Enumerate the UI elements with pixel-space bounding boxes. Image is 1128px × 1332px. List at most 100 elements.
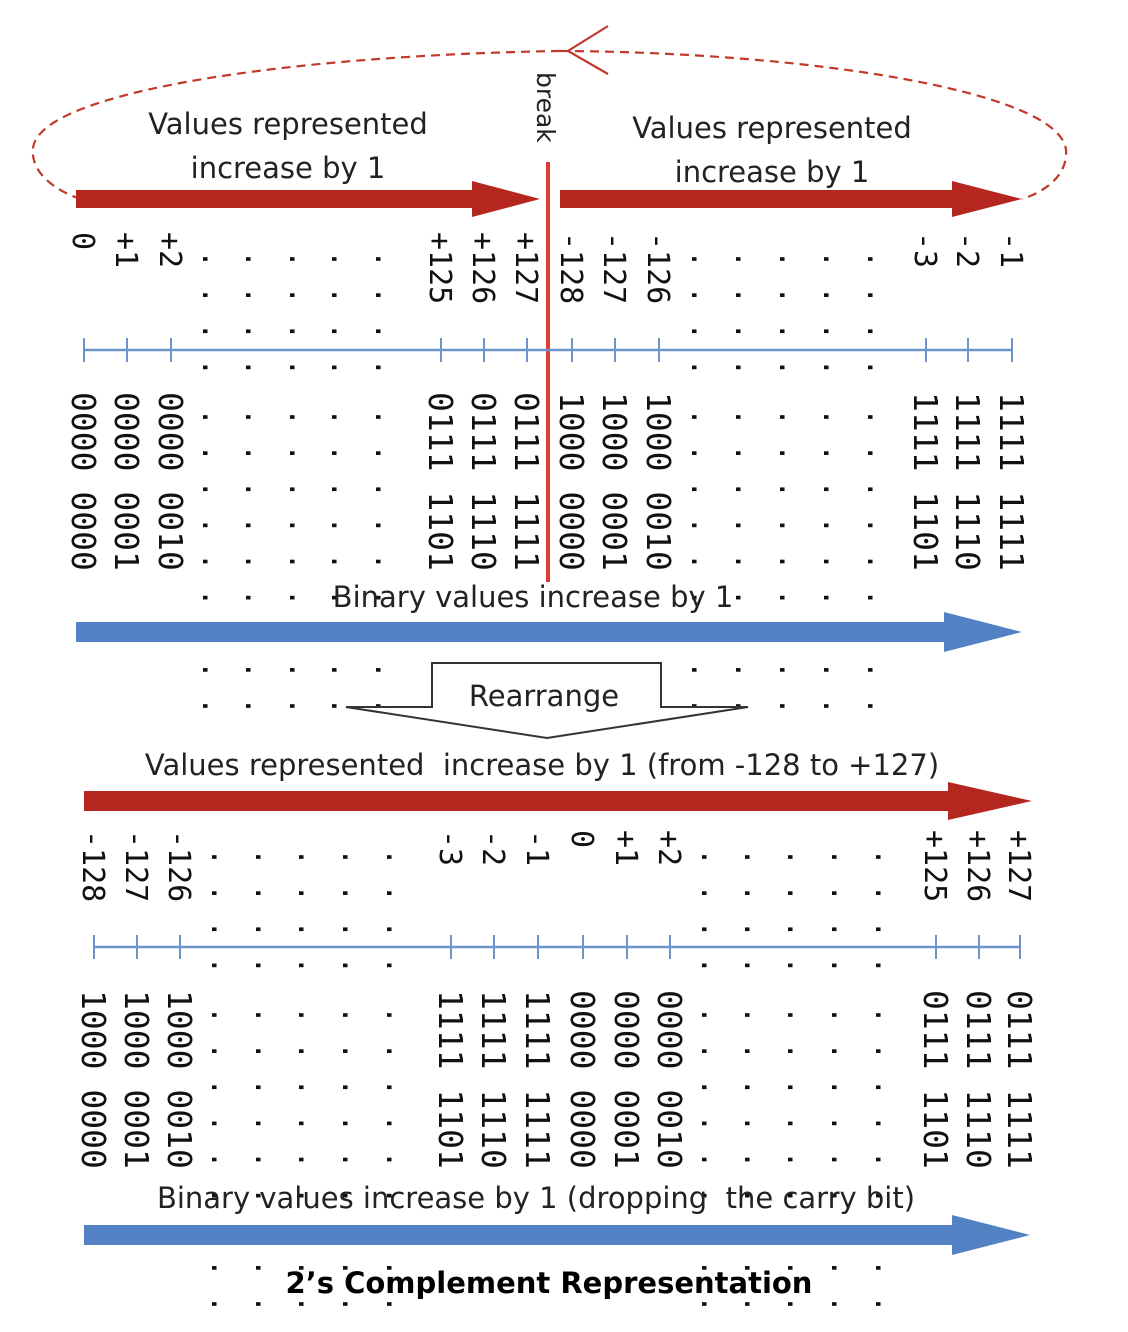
bottom-value-ellipsis: . . . . — [780, 848, 815, 974]
top-value-label: -128 — [553, 232, 588, 304]
top-value-label: -3 — [907, 232, 942, 268]
top-binary-caption: Binary values increase by 1 — [333, 580, 734, 614]
bottom-binary-ellipsis: . . . . . . . . . — [291, 1006, 326, 1313]
break-label: break — [531, 72, 560, 143]
bottom-value-label: -1 — [519, 830, 554, 866]
bottom-value-label: 0 — [564, 830, 599, 848]
bottom-binary-label: 1000 0010 — [160, 990, 199, 1169]
top-binary-label: 1000 0010 — [639, 392, 678, 571]
bottom-value-label: +2 — [651, 830, 686, 866]
top-left-caption-line2: increase by 1 — [191, 151, 386, 185]
top-binary-label: 1111 1111 — [992, 392, 1031, 571]
bottom-value-ellipsis: . . . . — [379, 848, 414, 974]
bottom-binary-label: 0000 0001 — [607, 990, 646, 1169]
top-ellipsis-columns: . . . .. . . . . . . . .. . . .. . . . .… — [195, 250, 895, 715]
top-right-caption-line2: increase by 1 — [675, 155, 870, 189]
bottom-value-label: +125 — [917, 830, 952, 902]
bottom-blue-arrow — [84, 1215, 1030, 1255]
top-value-ellipsis: . . . . — [282, 250, 317, 376]
bottom-value-ellipsis: . . . . — [824, 848, 859, 974]
top-value-ellipsis: . . . . — [728, 250, 763, 376]
bottom-value-label: +126 — [960, 830, 995, 902]
top-value-label: +126 — [465, 232, 500, 304]
top-blue-arrow — [76, 612, 1022, 652]
bottom-binary-ellipsis: . . . . . . . . . — [379, 1006, 414, 1313]
top-value-label: -126 — [640, 232, 675, 304]
bottom-value-ellipsis: . . . . — [868, 848, 903, 974]
top-binary-ellipsis: . . . . . . . . . — [684, 408, 719, 715]
top-value-ellipsis: . . . . — [368, 250, 403, 376]
top-binary-label: 0000 0010 — [151, 392, 190, 571]
bottom-binary-label: 0000 0000 — [563, 990, 602, 1169]
rearrange-label: Rearrange — [469, 679, 619, 713]
bottom-ellipsis-columns: . . . .. . . . . . . . .. . . .. . . . .… — [204, 848, 903, 1313]
bottom-red-arrow — [84, 782, 1032, 820]
top-binary-label: 0111 1101 — [421, 392, 460, 571]
top-value-ellipsis: . . . . — [772, 250, 807, 376]
bottom-value-ellipsis: . . . . — [737, 848, 772, 974]
top-binary-ellipsis: . . . . . . . . . — [816, 408, 851, 715]
top-value-ellipsis: . . . . — [816, 250, 851, 376]
top-left-caption-line1: Values represented — [148, 107, 428, 141]
top-value-ellipsis: . . . . — [860, 250, 895, 376]
bottom-value-ellipsis: . . . . — [335, 848, 370, 974]
top-binary-label: 0000 0001 — [107, 392, 146, 571]
top-value-ellipsis: . . . . — [324, 250, 359, 376]
bottom-binary-ellipsis: . . . . . . . . . — [694, 1006, 729, 1313]
top-value-label: +2 — [152, 232, 187, 268]
bottom-value-label: -127 — [118, 830, 153, 902]
top-binary-ellipsis: . . . . . . . . . — [772, 408, 807, 715]
bottom-value-ellipsis: . . . . — [248, 848, 283, 974]
top-binary-label: 1000 0001 — [595, 392, 634, 571]
bottom-binary-ellipsis: . . . . . . . . . — [737, 1006, 772, 1313]
top-value-label: -1 — [993, 232, 1028, 268]
bottom-axis-ticks: -128 1000 0000 -127 1000 0001 -126 1000 0010 -… — [74, 830, 1039, 1169]
bottom-value-label: +1 — [608, 830, 643, 866]
bottom-values-caption: Values represented increase by 1 (from -… — [145, 748, 939, 782]
bottom-value-label: -128 — [75, 830, 110, 902]
top-binary-ellipsis: . . . . . . . . . — [282, 408, 317, 715]
top-value-label: 0 — [65, 232, 100, 250]
top-binary-ellipsis: . . . . . . . . . — [195, 408, 230, 715]
bottom-value-label: -2 — [475, 830, 510, 866]
top-value-label: +1 — [108, 232, 143, 268]
top-binary-label: 0111 1111 — [507, 392, 546, 571]
bottom-value-ellipsis: . . . . — [291, 848, 326, 974]
bottom-value-label: +127 — [1001, 830, 1036, 902]
bottom-binary-label: 1000 0001 — [117, 990, 156, 1169]
top-binary-label: 1111 1110 — [948, 392, 987, 571]
top-binary-label: 1000 0000 — [552, 392, 591, 571]
bottom-binary-label: 0111 1101 — [916, 990, 955, 1169]
bottom-binary-ellipsis: . . . . . . . . . — [248, 1006, 283, 1313]
diagram-title: 2’s Complement Representation — [286, 1266, 813, 1300]
top-value-ellipsis: . . . . — [238, 250, 273, 376]
top-binary-ellipsis: . . . . . . . . . — [324, 408, 359, 715]
top-binary-ellipsis: . . . . . . . . . — [860, 408, 895, 715]
wraparound-arrowhead — [565, 25, 609, 75]
top-right-caption-line1: Values represented — [632, 111, 912, 145]
top-binary-ellipsis: . . . . . . . . . — [368, 408, 403, 715]
bottom-binary-label: 1000 0000 — [74, 990, 113, 1169]
bottom-binary-ellipsis: . . . . . . . . . — [204, 1006, 239, 1313]
top-binary-ellipsis: . . . . . . . . . — [238, 408, 273, 715]
top-axis-ticks: 0 0000 0000 +1 0000 0001 +2 0000 0010 +125 0111… — [64, 232, 1031, 571]
top-binary-ellipsis: . . . . . . . . . — [728, 408, 763, 715]
bottom-binary-caption: Binary values increase by 1 (dropping th… — [157, 1181, 915, 1215]
top-binary-label: 0000 0000 — [64, 392, 103, 571]
top-binary-label: 0111 1110 — [464, 392, 503, 571]
bottom-value-label: -3 — [432, 830, 467, 866]
bottom-binary-label: 0111 1110 — [959, 990, 998, 1169]
bottom-binary-ellipsis: . . . . . . . . . — [335, 1006, 370, 1313]
bottom-value-ellipsis: . . . . — [694, 848, 729, 974]
top-value-label: -2 — [949, 232, 984, 268]
top-value-label: +125 — [422, 232, 457, 304]
top-binary-label: 1111 1101 — [906, 392, 945, 571]
bottom-binary-ellipsis: . . . . . . . . . — [824, 1006, 859, 1313]
top-value-label: -127 — [596, 232, 631, 304]
top-left-red-arrow — [76, 181, 540, 217]
bottom-binary-label: 1111 1111 — [518, 990, 557, 1169]
rearrange-block-arrow — [345, 662, 749, 740]
bottom-binary-ellipsis: . . . . . . . . . — [780, 1006, 815, 1313]
top-value-ellipsis: . . . . — [195, 250, 230, 376]
